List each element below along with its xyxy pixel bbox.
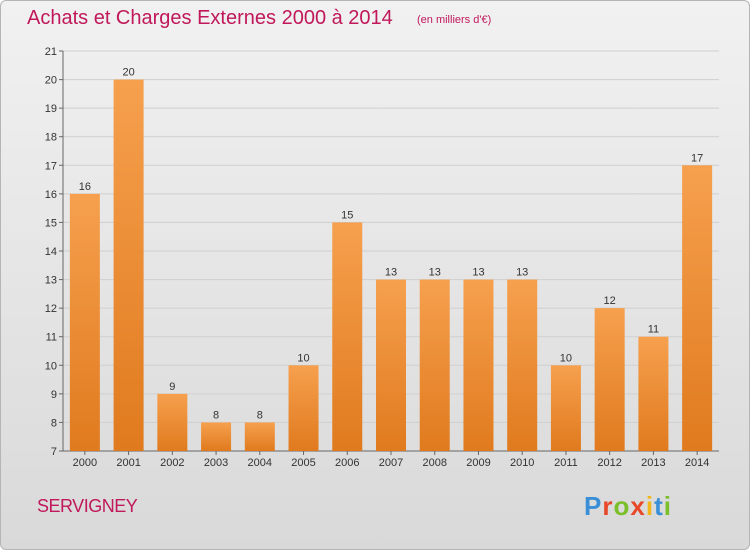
x-tick-label-2014: 2014 xyxy=(685,457,709,469)
data-label-2006: 15 xyxy=(341,209,353,221)
bar-2009 xyxy=(463,279,494,451)
data-label-2010: 13 xyxy=(516,267,528,279)
bar-2014 xyxy=(682,165,713,452)
x-tick-label-2003: 2003 xyxy=(204,457,228,469)
data-label-2004: 8 xyxy=(257,409,263,421)
bar-2006 xyxy=(332,222,363,451)
x-tick-label-2005: 2005 xyxy=(291,457,315,469)
x-tick-label-2011: 2011 xyxy=(554,457,578,469)
bar-2008 xyxy=(419,279,450,451)
brand-letter: r xyxy=(602,491,614,521)
y-tick-label: 13 xyxy=(45,275,57,287)
x-tick-label-2013: 2013 xyxy=(641,457,665,469)
y-tick-label: 8 xyxy=(51,417,57,429)
x-tick-label-2002: 2002 xyxy=(160,457,184,469)
y-tick-label: 14 xyxy=(45,246,57,258)
y-tick-label: 20 xyxy=(45,75,57,87)
bar-2002 xyxy=(157,393,188,451)
chart-subtitle: (en milliers d'€) xyxy=(417,14,492,26)
bar-2003 xyxy=(201,422,232,451)
data-label-2007: 13 xyxy=(385,267,397,279)
brand-letter: x xyxy=(630,491,646,521)
y-tick-label: 12 xyxy=(45,303,57,315)
x-tick-label-2000: 2000 xyxy=(73,457,97,469)
data-label-2003: 8 xyxy=(213,409,219,421)
y-tick-label: 19 xyxy=(45,103,57,115)
axes: 7 8 9 10 11 12 13 14 15 16 17 18 19 20 21 2000 2001 2002 2… xyxy=(45,46,719,469)
data-label-2014: 17 xyxy=(691,152,703,164)
bar-2012 xyxy=(594,308,625,451)
x-tick-label-2001: 2001 xyxy=(116,457,140,469)
bar-2000 xyxy=(69,193,100,451)
bar-2007 xyxy=(376,279,406,451)
y-tick-label: 17 xyxy=(45,160,57,172)
bar-2001 xyxy=(113,79,144,452)
bar-2004 xyxy=(244,422,275,451)
data-label-2009: 13 xyxy=(472,267,484,279)
data-label-2013: 11 xyxy=(648,324,659,336)
bar-2010 xyxy=(507,279,538,451)
brand-letter: i xyxy=(663,491,672,521)
chart-title: Achats et Charges Externes 2000 à 2014 xyxy=(27,7,393,29)
commune-name: SERVIGNEY xyxy=(37,496,138,516)
y-tick-label: 10 xyxy=(45,360,57,372)
x-tick-label-2012: 2012 xyxy=(597,457,621,469)
bar-2005 xyxy=(288,365,319,451)
bar-2011 xyxy=(550,365,581,451)
brand-letter: P xyxy=(584,491,603,521)
x-tick-label-2004: 2004 xyxy=(248,457,272,469)
brand-letter: t xyxy=(654,491,664,521)
data-label-2005: 10 xyxy=(297,352,309,364)
bars xyxy=(69,79,713,452)
x-tick-label-2009: 2009 xyxy=(466,457,490,469)
labels: 16 20 9 8 8 10 15 13 13 13 13 10 12 11 17 xyxy=(79,67,704,422)
y-tick-label: 9 xyxy=(51,389,57,401)
proxiti-logo[interactable]: Proxiti xyxy=(584,491,672,522)
bar-2013 xyxy=(638,336,669,451)
y-tick-label: 11 xyxy=(46,332,57,344)
brand-letter: o xyxy=(613,491,631,521)
data-label-2011: 10 xyxy=(560,352,572,364)
y-tick-label: 16 xyxy=(45,189,57,201)
brand-letter: i xyxy=(645,491,655,521)
x-tick-label-2006: 2006 xyxy=(335,457,359,469)
y-tick-label: 15 xyxy=(45,217,57,229)
y-tick-label: 7 xyxy=(51,446,57,458)
x-tick-label-2010: 2010 xyxy=(510,457,534,469)
y-tick-label: 18 xyxy=(45,132,57,144)
x-tick-label-2008: 2008 xyxy=(422,457,446,469)
data-label-2008: 13 xyxy=(429,267,441,279)
data-label-2000: 16 xyxy=(79,181,91,193)
x-tick-label-2007: 2007 xyxy=(379,457,403,469)
data-label-2001: 20 xyxy=(122,67,134,79)
y-tick-label: 21 xyxy=(45,46,57,58)
data-label-2002: 9 xyxy=(169,381,175,393)
data-label-2012: 12 xyxy=(604,295,616,307)
